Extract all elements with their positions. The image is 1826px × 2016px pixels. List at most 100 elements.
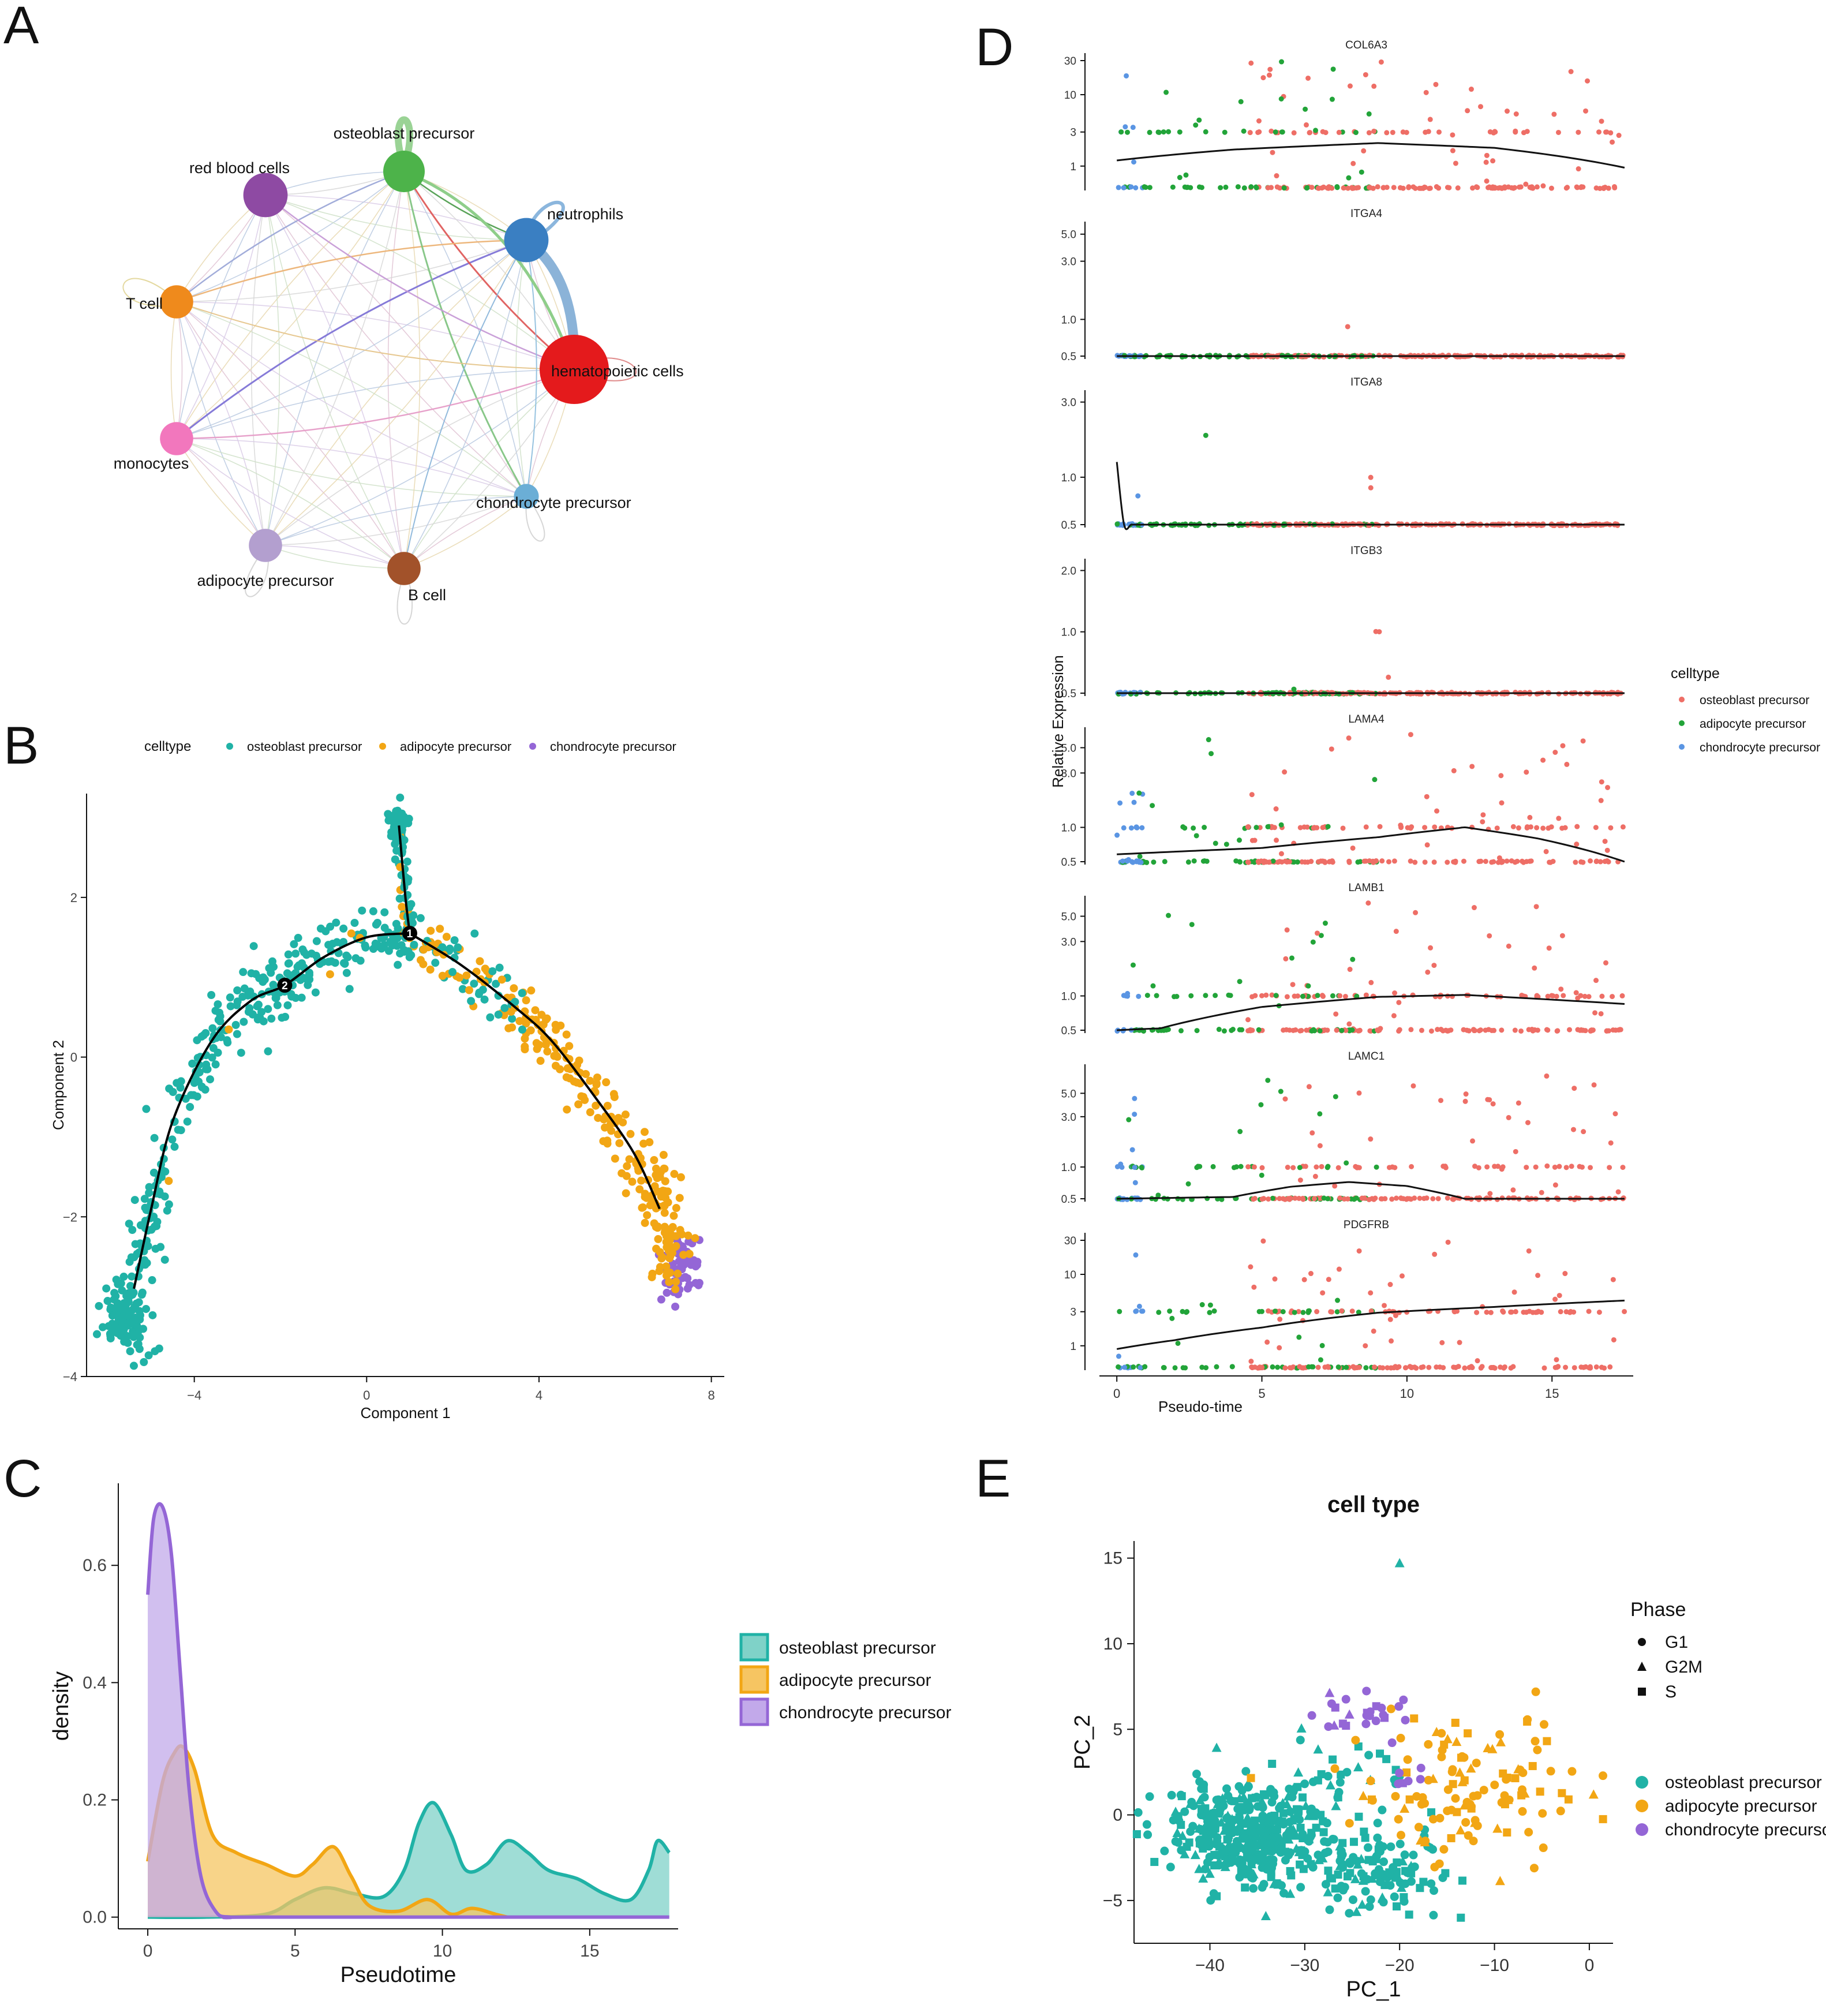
d-expression-point — [1237, 979, 1243, 985]
b-cell-point — [652, 1244, 661, 1253]
d-expression-point — [1211, 1308, 1217, 1314]
e-cell-point — [1492, 1823, 1503, 1833]
b-cell-point — [541, 1041, 550, 1049]
e-cell-point — [1269, 1879, 1279, 1888]
network-node — [383, 151, 425, 192]
e-cell-point — [1333, 1793, 1342, 1802]
network-edge — [176, 240, 527, 302]
b-cell-point — [426, 926, 435, 935]
e-cell-point — [1362, 1686, 1371, 1696]
d-expression-point — [1451, 1364, 1457, 1370]
network-edge — [265, 369, 575, 546]
e-cell-point — [1198, 1873, 1208, 1883]
network-node — [540, 335, 609, 404]
b-cell-point — [137, 1291, 146, 1299]
e-cell-point — [1247, 1774, 1255, 1782]
d-expression-point — [1387, 1282, 1393, 1288]
e-cell-point — [1466, 1763, 1476, 1773]
d-expression-point — [1586, 994, 1592, 1000]
b-cell-point — [224, 1025, 233, 1034]
d-expression-point — [1124, 73, 1129, 78]
network-edge — [265, 369, 575, 546]
d-expression-point — [1207, 1302, 1213, 1308]
d-expression-point — [1606, 185, 1611, 191]
e-cell-point — [1293, 1767, 1304, 1777]
e-cell-point — [1403, 1755, 1412, 1764]
b-cell-point — [125, 1220, 133, 1228]
d-y-axis-title: Relative Expression — [1049, 655, 1067, 788]
d-expression-point — [1147, 129, 1153, 135]
d-expression-point — [1502, 185, 1508, 191]
e-cell-point — [1376, 1749, 1385, 1758]
e-cell-point — [1438, 1873, 1447, 1882]
b-cell-point — [188, 1059, 197, 1068]
d-expression-point — [1552, 1164, 1558, 1170]
e-phase-legend-label: G2M — [1665, 1658, 1702, 1677]
b-cell-point — [122, 1300, 131, 1308]
b-legend-key — [379, 743, 386, 750]
b-cell-point — [103, 1297, 112, 1306]
d-expression-point — [1321, 1195, 1327, 1201]
b-cell-point — [298, 945, 307, 954]
e-cell-point — [1435, 1813, 1445, 1823]
d-expression-point — [1286, 1027, 1292, 1033]
c-y-tick-label: 0.2 — [83, 1791, 107, 1810]
e-cell-point — [1199, 1785, 1208, 1793]
b-cell-point — [551, 1020, 560, 1029]
d-expression-point — [1359, 169, 1364, 175]
b-cell-point — [145, 1183, 154, 1191]
e-cell-point — [1213, 1837, 1222, 1846]
d-expression-point — [1484, 178, 1490, 184]
d-expression-point — [1499, 1027, 1505, 1033]
d-y-tick-label: 5.0 — [1061, 229, 1076, 241]
d-expression-point — [1576, 166, 1581, 172]
d-expression-point — [1552, 1296, 1558, 1302]
b-cell-point — [648, 1273, 656, 1281]
d-expression-point — [1620, 1165, 1626, 1170]
c-x-tick-label: 10 — [433, 1942, 452, 1961]
network-edge — [265, 195, 527, 241]
e-cell-point — [1455, 1767, 1465, 1777]
e-cell-point — [1254, 1837, 1264, 1846]
d-expression-point — [1131, 1364, 1136, 1370]
d-y-tick-label: 2.0 — [1061, 565, 1076, 577]
b-cell-point — [664, 1198, 672, 1207]
e-y-tick-label: 10 — [1103, 1635, 1122, 1654]
panel-label-b: B — [3, 716, 39, 775]
d-expression-point — [1496, 855, 1502, 861]
e-cell-point — [1461, 1817, 1470, 1827]
e-cell-point — [1307, 1711, 1316, 1720]
b-cell-point — [494, 1010, 503, 1019]
c-y-tick-label: 0.6 — [83, 1556, 107, 1575]
d-expression-point — [1297, 1364, 1303, 1370]
e-cell-point — [1406, 1877, 1416, 1886]
d-y-tick-label: 1.0 — [1061, 627, 1076, 639]
e-cell-point — [1429, 1910, 1438, 1920]
e-cell-point — [1208, 1829, 1218, 1838]
d-expression-point — [1524, 769, 1529, 775]
b-cell-point — [684, 1237, 693, 1246]
d-expression-point — [1484, 1164, 1490, 1170]
d-expression-point — [1147, 185, 1153, 190]
e-cell-point — [1257, 1796, 1267, 1806]
b-cell-point — [339, 924, 348, 933]
b-cell-point — [233, 986, 242, 994]
d-expression-point — [1297, 1165, 1303, 1170]
d-expression-point — [1599, 993, 1605, 999]
d-legend-key — [1679, 720, 1685, 726]
e-cell-point — [1394, 1815, 1403, 1824]
e-y-tick-label: 0 — [1113, 1806, 1122, 1825]
e-cell-point — [1223, 1811, 1233, 1820]
network-node-label: adipocyte precursor — [197, 572, 334, 589]
d-expression-point — [1593, 858, 1599, 864]
b-cell-point — [95, 1301, 103, 1310]
b-cell-point — [574, 1100, 583, 1109]
d-expression-point — [1371, 128, 1377, 134]
b-cell-point — [678, 1230, 686, 1239]
network-edge — [265, 496, 527, 546]
d-trend-line — [1116, 1299, 1625, 1350]
d-expression-point — [1223, 184, 1229, 190]
b-cell-point — [342, 968, 351, 977]
e-cell-point — [1529, 1864, 1539, 1873]
d-expression-point — [1519, 858, 1525, 864]
